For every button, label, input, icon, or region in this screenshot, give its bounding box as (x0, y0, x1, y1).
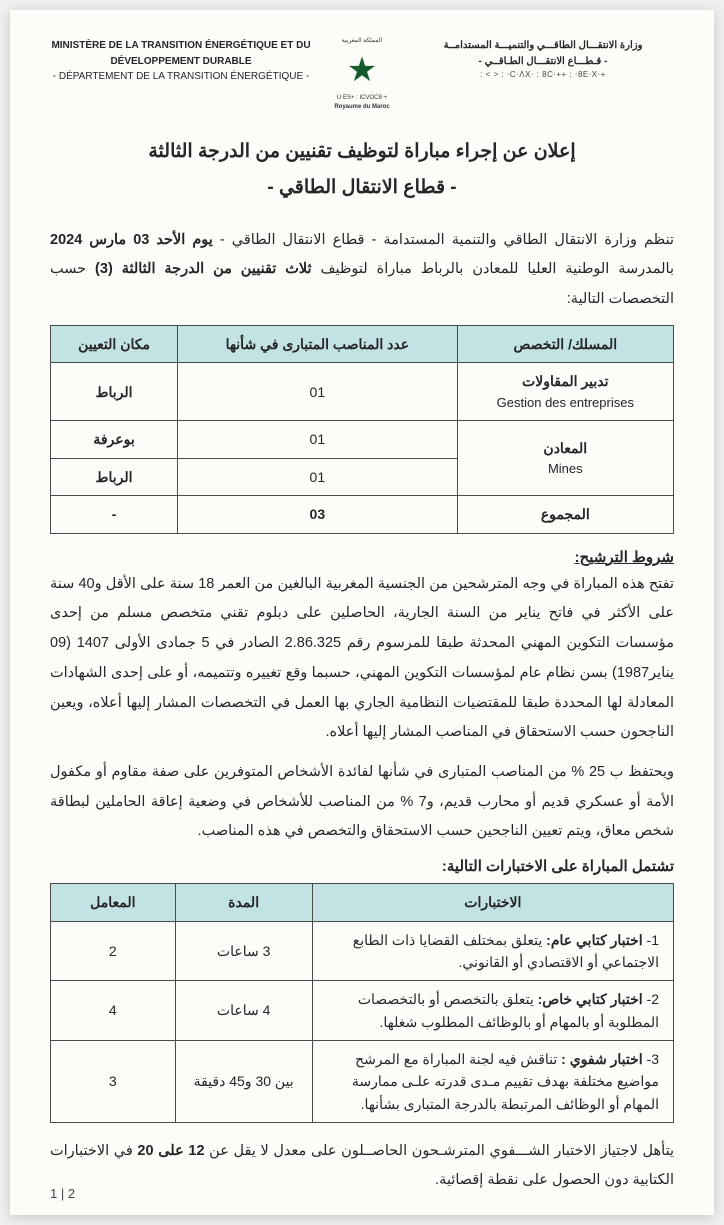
document-page: وزارة الانتقـــال الطاقـــي والتنميـــة … (10, 10, 714, 1215)
total-place: - (112, 506, 117, 522)
table-row: المعادن Mines 01 بوعرفة (51, 421, 674, 458)
kingdom-tif: +‧U‧ES+ : ICVOC8 (337, 95, 388, 102)
exam-dur-0: 3 ساعات (175, 921, 312, 981)
exam-dur-2: بين 30 و45 دقيقة (175, 1041, 312, 1123)
spec-ar-1: المعادن (543, 440, 587, 456)
ministry-name-fr-1: MINISTÈRE DE LA TRANSITION ÉNERGÉTIQUE E… (51, 40, 310, 51)
spec-ar-0: تدبير المقاولات (522, 373, 609, 389)
total-label: المجموع (541, 506, 590, 522)
footer-b: 12 على 20 (137, 1143, 204, 1159)
exam-coef-0: 2 (51, 921, 176, 981)
exam-dur-1: 4 ساعات (175, 981, 312, 1041)
exam-num-2: 3- (647, 1051, 659, 1067)
col-posts: عدد المناصب المتبارى في شأنها (178, 325, 458, 362)
conditions-p1: تفتح هذه المباراة في وجه المترشحين من ال… (50, 570, 674, 748)
spec-fr-1: Mines (468, 459, 663, 480)
table-row: 1- اختبار كتابي عام: يتعلق بمختلف القضاي… (51, 921, 674, 981)
title-line-2: - قطاع الانتقال الطاقي - (267, 177, 456, 198)
conditions-p2: ويحتفظ ب 25 % من المناصب المتبارى في شأن… (50, 758, 674, 847)
spec-fr-0: Gestion des entreprises (468, 393, 663, 414)
footer-a: يتأهل لاجتياز الاختبار الشـــفوي المترشـ… (205, 1143, 674, 1159)
intro-text-b: بالمدرسة الوطنية العليا للمعادن بالرباط … (312, 261, 674, 277)
exam-num-1: 2- (647, 991, 659, 1007)
col-place: مكان التعيين (51, 325, 178, 362)
exams-heading: تشتمل المباراة على الاختبارات التالية: (50, 857, 674, 875)
ministry-name-fr-2: DÉVELOPPEMENT DURABLE (110, 56, 251, 67)
place-1: بوعرفة (93, 431, 134, 447)
table-row: تدبير المقاولات Gestion des entreprises … (51, 363, 674, 421)
kingdom-ar: المملكة المغربية (342, 38, 382, 45)
exam-title-2: اختبار شفوي : (561, 1051, 642, 1067)
letterhead: وزارة الانتقـــال الطاقـــي والتنميـــة … (50, 38, 674, 112)
title-line-1: إعلان عن إجراء مباراة لتوظيف تقنيين من ا… (148, 141, 575, 162)
intro-text-a: تنظم وزارة الانتقال الطاقي والتنمية المس… (213, 232, 674, 248)
col-duration: المدة (175, 884, 312, 921)
ministry-name-ar: وزارة الانتقـــال الطاقـــي والتنميـــة … (444, 40, 643, 51)
exam-title-0: اختبار كتابي عام: (546, 932, 642, 948)
table-row: 3- اختبار شفوي : تناقش فيه لجنة المباراة… (51, 1041, 674, 1123)
posts-1: 01 (178, 421, 458, 458)
page-number: 1 | 2 (50, 1186, 75, 1201)
exam-num-0: 1- (647, 932, 659, 948)
footer-note: يتأهل لاجتياز الاختبار الشـــفوي المترشـ… (50, 1137, 674, 1195)
place-0: الرباط (96, 384, 133, 400)
col-spec: المسلك/ التخصص (457, 325, 673, 362)
posts-0: 01 (178, 363, 458, 421)
department-name-ar: - قـطـــاع الانتقـــال الطـاقــي - (479, 56, 608, 67)
posts-2: 01 (178, 458, 458, 495)
exam-title-1: اختبار كتابي خاص: (538, 991, 643, 1007)
exam-coef-1: 4 (51, 981, 176, 1041)
table-row: 2- اختبار كتابي خاص: يتعلق بالتخصص أو با… (51, 981, 674, 1041)
conditions-heading: شروط الترشيح: (50, 548, 674, 566)
exam-coef-2: 3 (51, 1041, 176, 1123)
header-tifinagh-right: +‧C‧ΛX‧ : 8C‧++ : ‧8E‧X‧ : < > : (412, 69, 674, 81)
table-total-row: المجموع 03 - (51, 496, 674, 533)
intro-date: يوم الأحد 03 مارس 2024 (50, 232, 213, 248)
morocco-emblem-icon: ★ (339, 47, 385, 93)
specialties-table: المسلك/ التخصص عدد المناصب المتبارى في ش… (50, 325, 674, 534)
intro-paragraph: تنظم وزارة الانتقال الطاقي والتنمية المس… (50, 226, 674, 315)
place-2: الرباط (96, 469, 133, 485)
emblem-block: المملكة المغربية ★ +‧U‧ES+ : ICVOC8 Roya… (322, 38, 402, 112)
intro-count: ثلاث تقنيين من الدرجة الثالثة (3) (95, 261, 312, 277)
department-name-fr: - DÉPARTEMENT DE LA TRANSITION ÉNERGÉTIQ… (50, 69, 312, 85)
kingdom-fr: Royaume du Maroc (334, 104, 389, 111)
header-french: MINISTÈRE DE LA TRANSITION ÉNERGÉTIQUE E… (50, 38, 312, 85)
col-test: الاختبارات (312, 884, 673, 921)
announcement-title: إعلان عن إجراء مباراة لتوظيف تقنيين من ا… (50, 134, 674, 206)
header-arabic: وزارة الانتقـــال الطاقـــي والتنميـــة … (412, 38, 674, 81)
total-posts: 03 (310, 506, 326, 522)
col-coef: المعامل (51, 884, 176, 921)
exams-table: الاختبارات المدة المعامل 1- اختبار كتابي… (50, 883, 674, 1123)
